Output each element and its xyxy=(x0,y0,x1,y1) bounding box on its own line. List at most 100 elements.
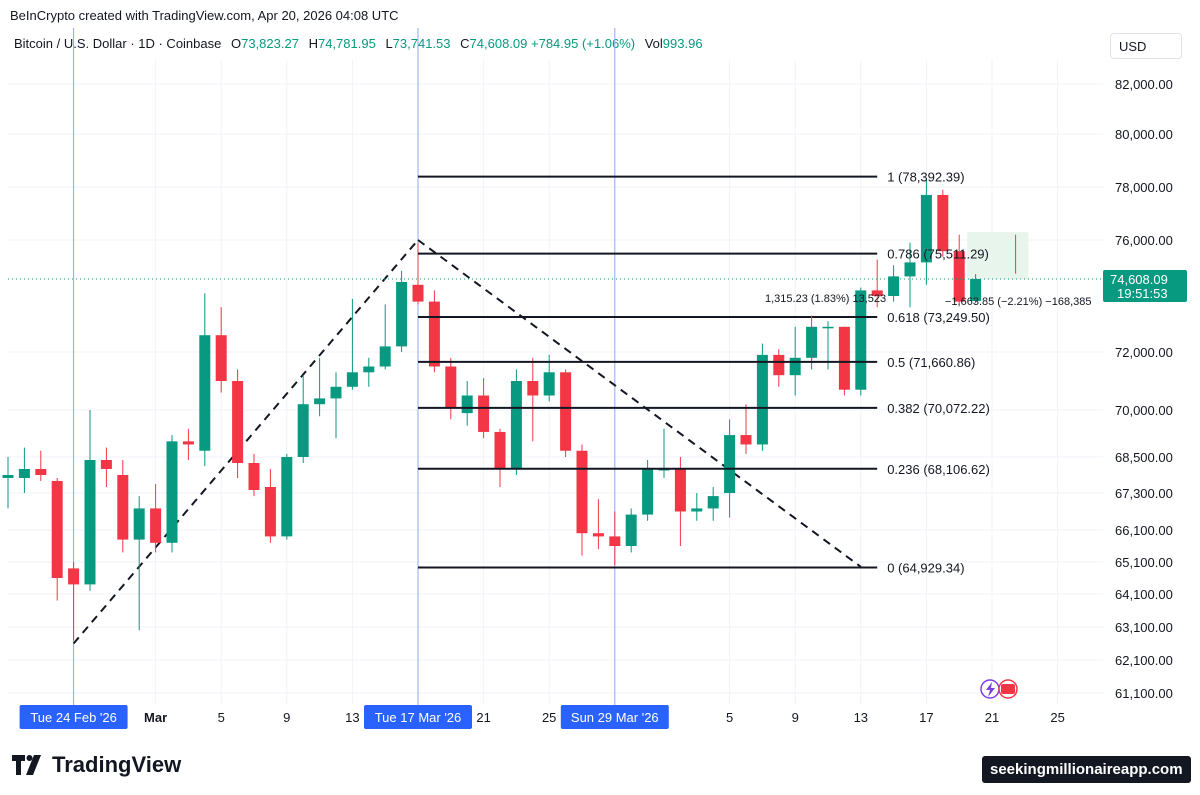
candle-body xyxy=(724,435,736,493)
lightning-icon-glyph xyxy=(986,682,995,697)
time-tick-label: 21 xyxy=(985,710,999,725)
time-tick-label: 17 xyxy=(919,710,933,725)
price-tick-label: 66,100.00 xyxy=(1115,523,1173,538)
candle-body xyxy=(592,533,604,537)
price-tick-label: 72,000.00 xyxy=(1115,345,1173,360)
price-chart[interactable]: 1 (78,392.39) 0.786 (75,511.29) 0.618 (73,… xyxy=(0,0,1200,745)
tradingview-logo: TradingView xyxy=(12,752,181,778)
candle-body xyxy=(888,276,900,296)
candle-body xyxy=(215,335,227,381)
trendline xyxy=(417,239,862,568)
candles xyxy=(2,179,1103,641)
candle-body xyxy=(970,278,982,301)
candle-body xyxy=(199,335,211,451)
open-label: O xyxy=(230,36,242,51)
candle-body xyxy=(773,354,785,376)
price-tick-label: 67,300.00 xyxy=(1115,486,1173,501)
time-tick-label: 9 xyxy=(792,710,799,725)
candle-body xyxy=(494,431,506,469)
selected-date-label: Tue 17 Mar '26 xyxy=(375,710,462,725)
high-value: 74,781.95 xyxy=(317,36,376,51)
candle-body xyxy=(166,441,178,543)
price-tick-label: 76,000.00 xyxy=(1115,233,1173,248)
candle-body xyxy=(133,508,145,540)
candle-body xyxy=(510,381,522,469)
date-markers xyxy=(73,28,616,705)
candle-body xyxy=(68,568,80,585)
price-tick-label: 62,100.00 xyxy=(1115,653,1173,668)
time-tick-label: 13 xyxy=(854,710,868,725)
time-tick-label: 21 xyxy=(476,710,490,725)
candle-body xyxy=(396,282,408,347)
time-axis: Mar 5 9 13 21 25 5 9 13 17 21 25 Tue 24 Feb '26 Tue 1… xyxy=(19,705,1065,729)
measure-label: 1,315.23 (1.83%) 13,523 xyxy=(765,293,886,305)
symbol-name[interactable]: Bitcoin / U.S. Dollar · 1D · Coinbase xyxy=(14,36,222,51)
volume-label: Vol xyxy=(644,36,663,51)
measure-zone xyxy=(967,232,1029,280)
low-label: L xyxy=(385,36,393,51)
chart-icons xyxy=(980,679,1018,699)
selected-date-badge xyxy=(560,705,669,729)
price-tick-label: 80,000.00 xyxy=(1115,127,1173,142)
symbol-legend: Bitcoin / U.S. Dollar · 1D · Coinbase O7… xyxy=(14,36,703,51)
fib-level-label: 0 (64,929.34) xyxy=(887,560,964,575)
candle-body xyxy=(232,381,244,463)
candle-body xyxy=(412,284,424,302)
price-tick-label: 64,100.00 xyxy=(1115,587,1173,602)
candle-body xyxy=(822,326,834,329)
change-value: +784.95 (+1.06%) xyxy=(531,36,636,51)
candle-body xyxy=(117,475,129,540)
candle-body xyxy=(18,469,30,478)
fib-level-label: 0.236 (68,106.62) xyxy=(887,462,990,477)
open-value: 73,823.27 xyxy=(241,36,299,51)
price-tick-label: 61,100.00 xyxy=(1115,686,1173,701)
candle-body xyxy=(527,381,539,396)
time-tick-label: 5 xyxy=(218,710,225,725)
candle-body xyxy=(691,508,703,512)
candle-body xyxy=(642,469,654,515)
chart-grid xyxy=(8,60,1103,705)
candle-body xyxy=(576,450,588,534)
fib-level-label: 0.382 (70,072.22) xyxy=(887,401,990,416)
low-value: 73,741.53 xyxy=(392,36,451,51)
candle-body xyxy=(838,326,850,390)
fibonacci-levels: 1 (78,392.39) 0.786 (75,511.29) 0.618 (73,… xyxy=(418,170,990,575)
candle-body xyxy=(445,366,457,408)
candle-body xyxy=(461,395,473,414)
last-price-badge xyxy=(1103,269,1187,302)
time-tick-label: 25 xyxy=(1050,710,1064,725)
measure-annotations: 1,315.23 (1.83%) 13,523 −1,663.85 (−2.21%… xyxy=(765,234,1091,361)
fib-level-label: 1 (78,392.39) xyxy=(887,170,964,185)
candle-body xyxy=(756,354,768,445)
price-tick-label: 82,000.00 xyxy=(1115,77,1173,92)
candle-body xyxy=(150,508,162,543)
candle-body xyxy=(100,460,112,469)
candle-body xyxy=(248,463,260,490)
candle-body xyxy=(330,386,342,399)
time-tick-label: Mar xyxy=(144,710,167,725)
fib-level-label: 0.786 (75,511.29) xyxy=(887,247,989,262)
time-tick-label: 9 xyxy=(283,710,290,725)
us-flag-icon-glyph xyxy=(1001,684,1015,694)
fib-level-label: 0.618 (73,249.50) xyxy=(887,310,990,325)
candle-body xyxy=(478,395,490,432)
selected-date-label: Tue 24 Feb '26 xyxy=(30,710,117,725)
trendline xyxy=(72,239,419,645)
candle-body xyxy=(379,346,391,367)
candle-body xyxy=(2,475,14,478)
time-tick-label: 5 xyxy=(726,710,733,725)
time-tick-label: 13 xyxy=(345,710,359,725)
candle-body xyxy=(953,251,965,302)
candle-body xyxy=(363,366,375,373)
candle-body xyxy=(428,301,440,367)
fib-level-label: 0.5 (71,660.86) xyxy=(887,355,975,370)
candle-body xyxy=(789,357,801,376)
candle-body xyxy=(264,487,276,537)
candle-body xyxy=(674,469,686,512)
measure-label: −1,663.85 (−2.21%) −168,385 xyxy=(945,296,1091,308)
candle-body xyxy=(182,441,194,445)
volume-value: 993.96 xyxy=(662,36,703,51)
candle-body xyxy=(740,435,752,445)
currency-selector[interactable]: USD xyxy=(1110,33,1182,59)
candle-body xyxy=(625,514,637,546)
